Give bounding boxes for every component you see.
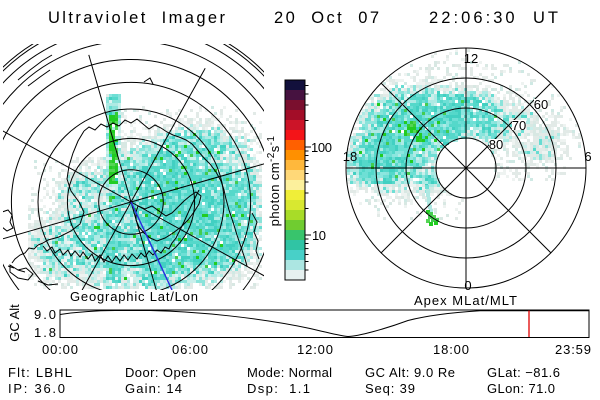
svg-text:20 Oct 07: 20 Oct 07 [274, 9, 379, 27]
svg-text:GLat: −81.6: GLat: −81.6 [487, 365, 560, 380]
svg-text:22:06:30 UT: 22:06:30 UT [429, 9, 558, 27]
svg-text:GC Alt: GC Alt [7, 304, 22, 342]
svg-text:1.8: 1.8 [34, 325, 56, 340]
svg-text:80: 80 [489, 137, 503, 152]
svg-text:Seq: 39: Seq: 39 [365, 381, 415, 396]
svg-text:Gain: 14: Gain: 14 [125, 381, 182, 396]
svg-text:GLon: 71.0: GLon: 71.0 [487, 381, 555, 396]
svg-text:10: 10 [312, 228, 326, 243]
svg-text:Apex MLat/MLT: Apex MLat/MLT [414, 293, 517, 308]
svg-text:Door: Open: Door: Open [125, 365, 196, 380]
svg-text:100: 100 [311, 140, 332, 155]
svg-text:Ultraviolet Imager: Ultraviolet Imager [48, 9, 226, 27]
svg-text:GC Alt: 9.0 Re: GC Alt: 9.0 Re [365, 365, 455, 380]
svg-text:6: 6 [584, 149, 591, 164]
svg-text:18:00: 18:00 [433, 342, 469, 357]
svg-text:Dsp: 1.1: Dsp: 1.1 [247, 381, 310, 396]
svg-text:00:00: 00:00 [42, 342, 78, 357]
svg-text:9.0: 9.0 [34, 307, 56, 322]
svg-text:12:00: 12:00 [297, 342, 333, 357]
svg-text:photon cm-2s-1: photon cm-2s-1 [266, 136, 282, 227]
svg-text:Mode: Normal: Mode: Normal [247, 365, 332, 380]
svg-text:23:59: 23:59 [555, 342, 591, 357]
svg-text:18: 18 [343, 149, 357, 164]
svg-text:Flt: LBHL: Flt: LBHL [8, 365, 72, 380]
svg-text:Geographic Lat/Lon: Geographic Lat/Lon [70, 289, 198, 304]
svg-text:06:00: 06:00 [172, 342, 208, 357]
svg-text:12: 12 [464, 51, 478, 66]
svg-text:0: 0 [464, 278, 471, 293]
svg-text:70: 70 [512, 118, 526, 133]
svg-text:60: 60 [534, 97, 548, 112]
